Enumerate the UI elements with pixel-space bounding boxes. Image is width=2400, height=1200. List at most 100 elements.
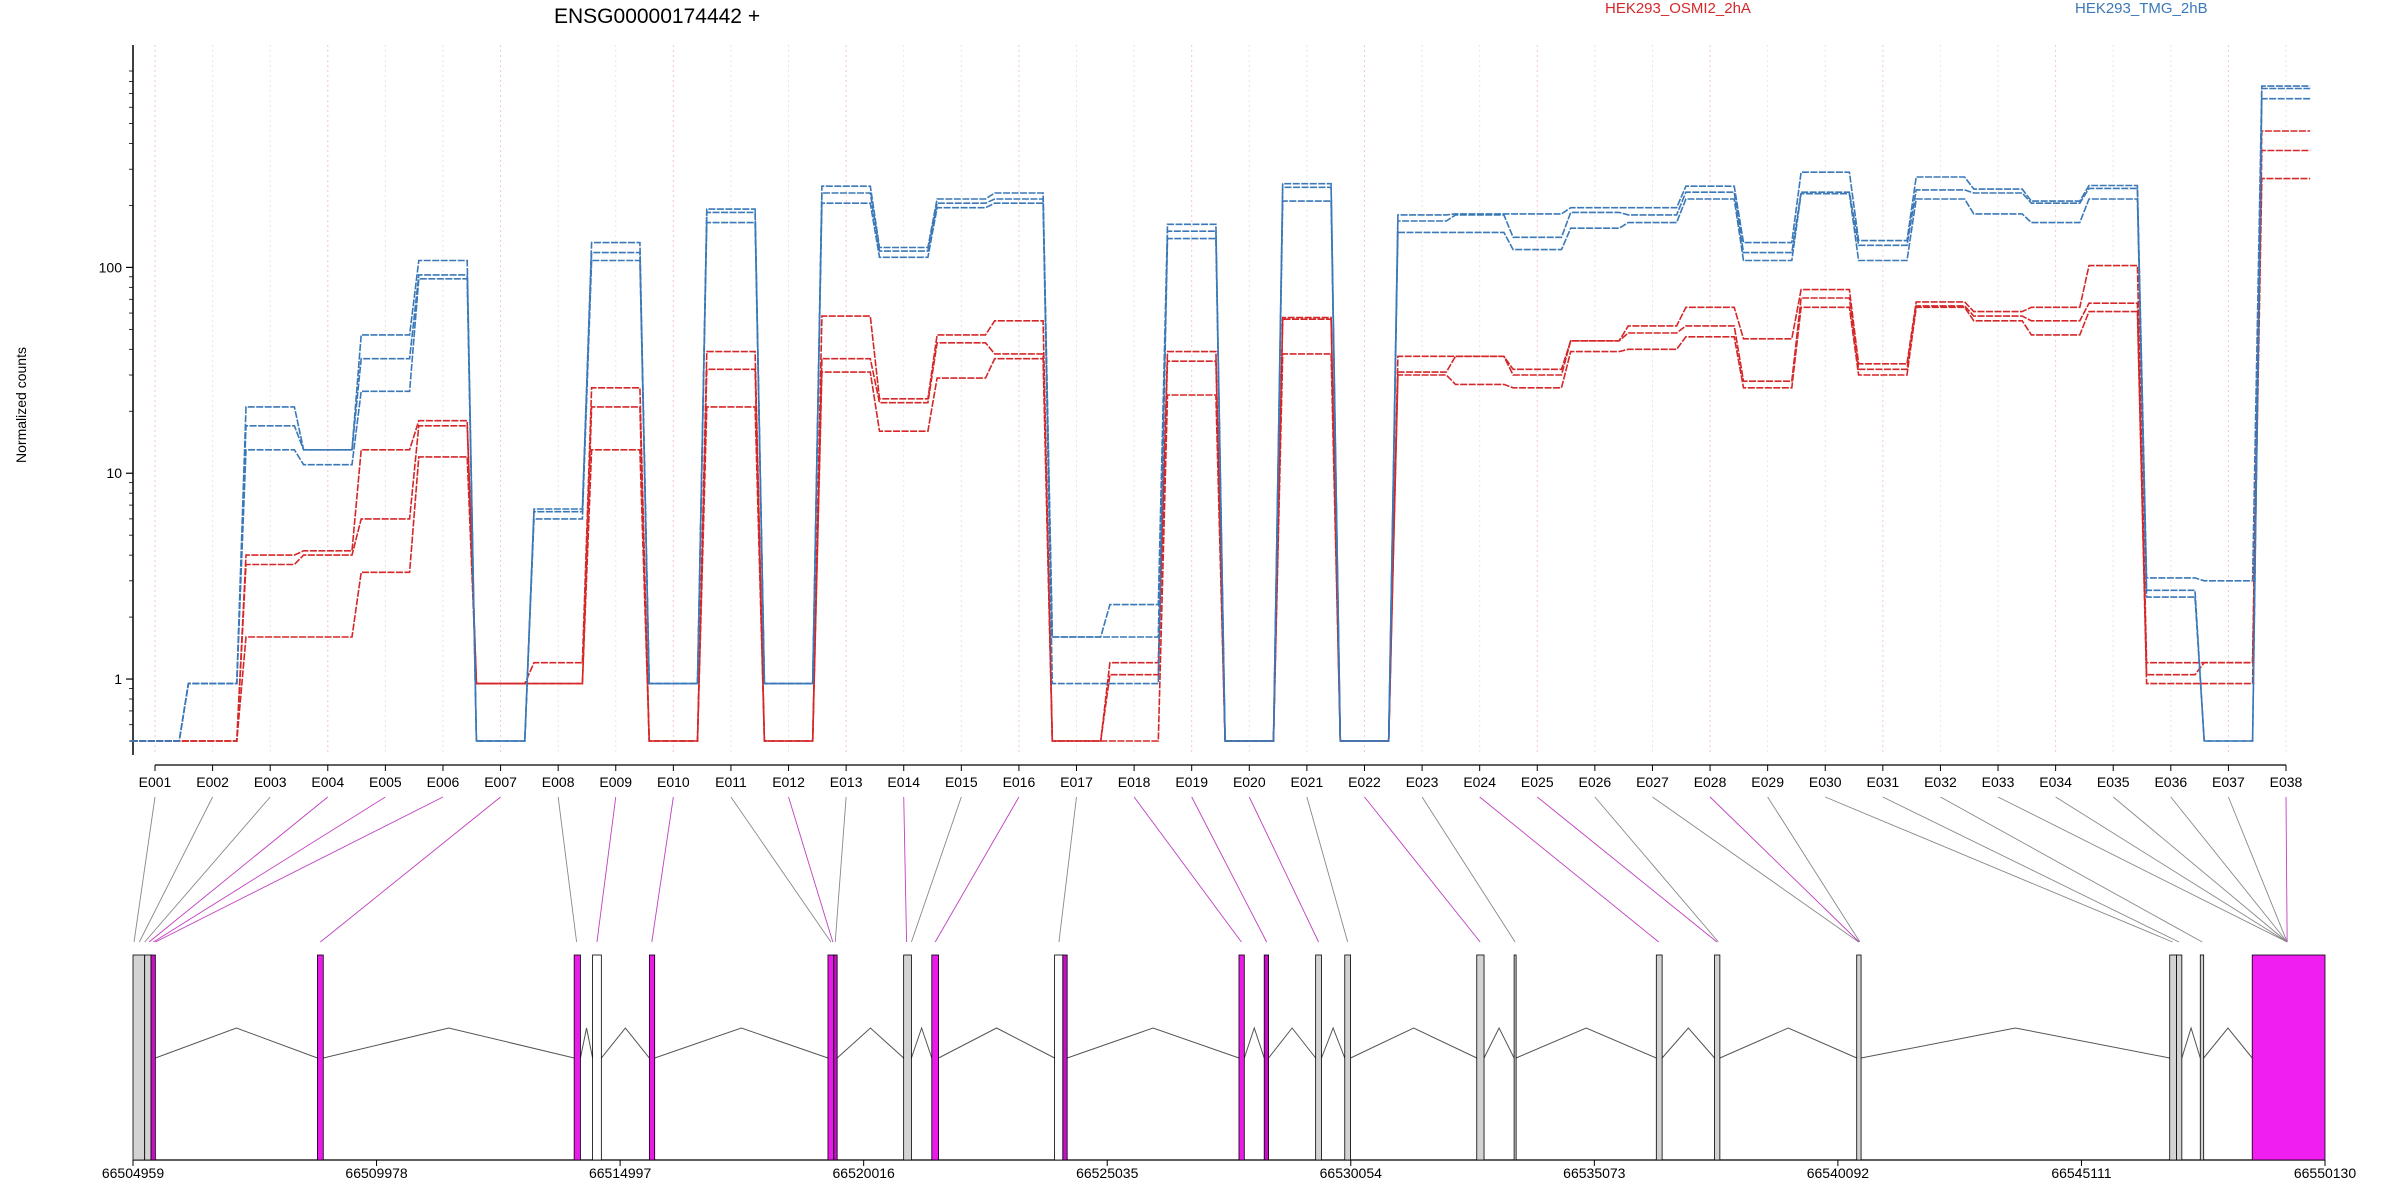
intron-line [938,1027,1055,1059]
x-tick-label-E005: E005 [369,774,402,790]
exon-block [1476,954,1485,1161]
exon-block [132,954,146,1161]
exon-block [573,954,581,1161]
genome-tick-label: 66514997 [589,1165,652,1181]
genome-tick-label: 66535073 [1563,1165,1626,1181]
connector-E003 [144,796,271,943]
connector-E024 [1479,796,1660,943]
x-tick-label-E034: E034 [2039,774,2072,790]
legend-entry-tmg: HEK293_TMG_2hB [2075,0,2208,17]
intron-line [1067,1027,1240,1059]
exon-block [1315,954,1322,1161]
intron-line [910,1026,933,1059]
series-line-hek293-osmi2-2ha-3 [130,130,2311,742]
series-line-hek293-tmg-2hb-6 [130,85,2311,742]
connector-E031 [1882,796,2180,943]
x-tick-label-E014: E014 [887,774,920,790]
connector-E025 [1536,796,1718,943]
intron-line [323,1027,575,1059]
connector-E023 [1421,796,1516,943]
exon-block [1263,954,1269,1161]
x-tick-label-E026: E026 [1579,774,1612,790]
x-tick-label-E003: E003 [254,774,287,790]
exon-block [1238,954,1245,1161]
connector-E009 [596,796,617,943]
connector-E034 [2055,796,2288,943]
connector-E010 [651,796,674,943]
connector-E011 [730,796,832,943]
exon-block [903,954,912,1161]
connector-E019 [1191,796,1268,943]
exon-block [1344,954,1351,1161]
connector-E017 [1058,796,1077,943]
x-tick-label-E030: E030 [1809,774,1842,790]
x-tick-label-E035: E035 [2097,774,2130,790]
connector-E014 [903,796,908,943]
exon-block [931,954,939,1161]
x-tick-label-E024: E024 [1463,774,1496,790]
intron-line [1350,1027,1477,1059]
intron-line [1661,1027,1715,1059]
intron-line [600,1027,650,1059]
x-tick-label-E031: E031 [1866,774,1899,790]
genome-tick-label: 66550130 [2294,1165,2357,1181]
connector-E005 [153,796,386,943]
x-tick-label-E021: E021 [1291,774,1324,790]
exon-connectors [133,796,2288,943]
genome-tick-label: 66540092 [1807,1165,1870,1181]
x-tick-label-E022: E022 [1348,774,1381,790]
connector-E038 [2285,796,2288,943]
x-tick-label-E029: E029 [1751,774,1784,790]
intron-line [836,1027,904,1059]
y-tick-label: 100 [99,259,123,275]
y-tick-label: 10 [106,465,122,481]
x-tick-label-E013: E013 [830,774,863,790]
connector-E021 [1306,796,1349,943]
x-tick-label-E028: E028 [1694,774,1727,790]
connector-E013 [834,796,847,943]
x-tick-label-E020: E020 [1233,774,1266,790]
connector-E012 [788,796,834,943]
x-tick-label-E023: E023 [1406,774,1439,790]
intron-line [1483,1026,1515,1059]
exon-block [833,954,838,1161]
connector-E007 [320,796,501,943]
x-tick-label-E037: E037 [2212,774,2245,790]
exon-block [592,954,602,1161]
exon-block [1856,954,1862,1161]
genome-tick-label: 66530054 [1320,1165,1383,1181]
x-tick-label-E008: E008 [542,774,575,790]
x-tick-label-E012: E012 [772,774,805,790]
connector-E033 [1997,796,2288,943]
y-axis: 1 10 100 [99,45,134,755]
exon-block [648,954,656,1161]
gene-model: 66504959 66509978 66514997 66520016 66525035… [102,954,2357,1181]
exon-block [2251,954,2326,1161]
connector-E006 [155,796,444,943]
connector-E016 [934,796,1020,943]
intron-line [2203,1027,2253,1059]
intron-line [1515,1027,1657,1059]
connector-E037 [2227,796,2288,943]
series-lines [130,85,2311,742]
exon-block [2169,954,2177,1161]
x-tick-label-E019: E019 [1175,774,1208,790]
x-tick-label-E027: E027 [1636,774,1669,790]
x-tick-label-E002: E002 [196,774,229,790]
exon-block [1655,954,1663,1161]
connector-E001 [133,796,156,943]
x-tick-label-E038: E038 [2270,774,2303,790]
exon-block [2176,954,2183,1161]
x-tick-label-E001: E001 [139,774,172,790]
y-tick-label: 1 [114,671,122,687]
x-tick-label-E036: E036 [2154,774,2187,790]
genome-tick-label: 66509978 [345,1165,408,1181]
intron-line [1860,1027,2170,1059]
series-line-hek293-tmg-2hb-5 [130,87,2311,742]
x-tick-label-E018: E018 [1118,774,1151,790]
connector-E026 [1594,796,1719,943]
intron-line [155,1027,318,1059]
legend-entry-osmi2: HEK293_OSMI2_2hA [1605,0,1751,17]
connector-E030 [1825,796,2173,943]
connector-E004 [148,796,329,943]
